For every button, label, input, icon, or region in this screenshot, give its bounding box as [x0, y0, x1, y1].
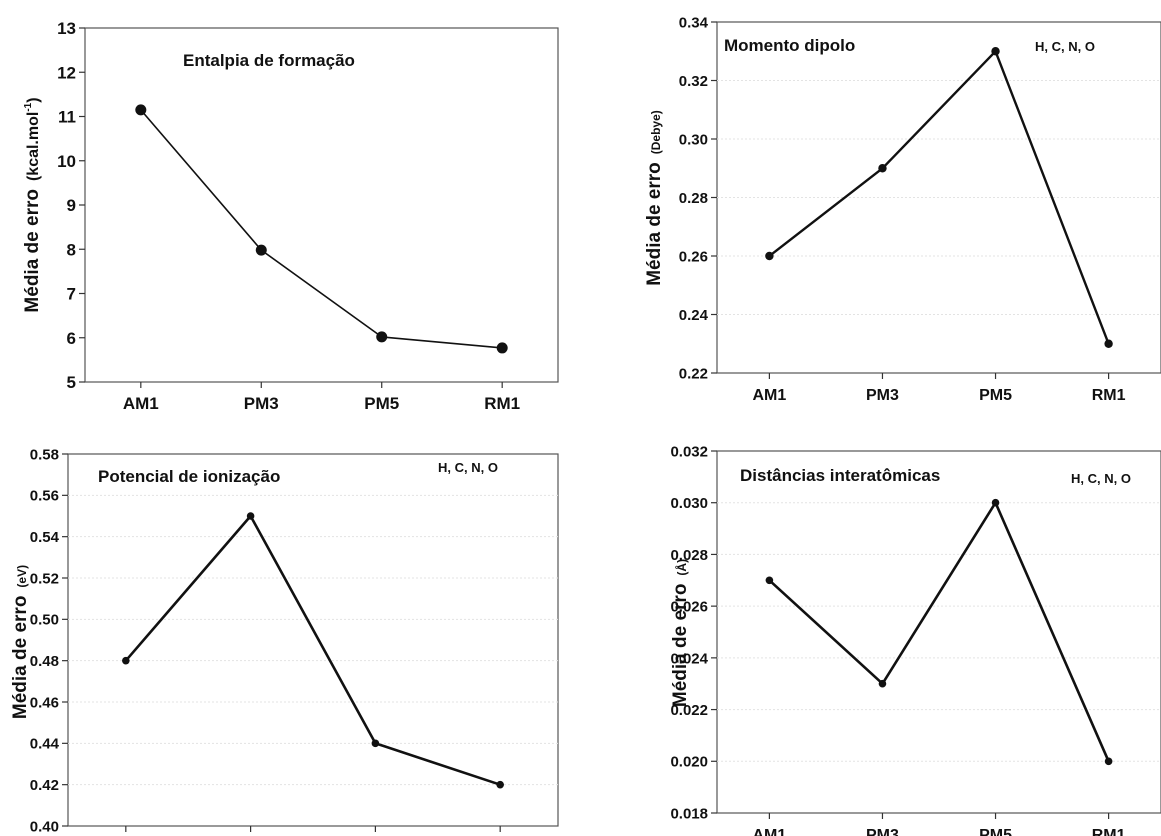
plot-frame — [716, 450, 1161, 814]
data-point — [135, 104, 147, 116]
y-axis-unit: (Debye) — [649, 110, 663, 154]
y-axis-unit: (kcal.mol — [25, 112, 42, 181]
y-tick-label: 0.32 — [679, 73, 708, 90]
y-tick-label: 0.030 — [670, 495, 708, 512]
chart-panel-2: 0.22 0.24 0.26 0.28 0.30 0.32 0.34 AM1 PM3 PM5 RM1… — [644, 14, 1161, 404]
y-tick-label: 9 — [67, 196, 76, 215]
plot-frame — [84, 27, 559, 383]
x-tick-label: AM1 — [753, 827, 787, 836]
y-axis-title: Média de erro — [10, 596, 31, 720]
data-point — [991, 498, 1000, 507]
y-tick-label: 0.028 — [670, 547, 708, 564]
y-axis-title: Média de erro — [644, 162, 665, 286]
x-tick-label: RM1 — [1092, 827, 1126, 836]
x-tick-label: PM5 — [979, 827, 1012, 836]
plot-frame — [67, 453, 559, 827]
y-axis-unit-superscript: -1 — [23, 102, 34, 111]
y-tick-label: 10 — [57, 152, 76, 171]
y-tick-label: 0.34 — [679, 14, 709, 31]
y-axis-label: Média de erro (Å) — [670, 559, 691, 707]
chart-panel-1: 5 6 7 8 9 10 11 12 13 AM1 PM3 PM5 RM1 Entalpia de for… — [22, 19, 559, 413]
data-point — [765, 251, 774, 261]
y-axis-label: Média de erro (eV) — [10, 565, 31, 719]
y-tick-label: 0.020 — [670, 754, 708, 771]
y-tick-label: 0.032 — [670, 443, 708, 460]
x-tick-label: AM1 — [123, 394, 159, 413]
chart-panel-3: 0.40 0.42 0.44 0.46 0.48 0.50 0.52 0.54 0.56 0.58… — [10, 446, 559, 835]
data-point — [371, 739, 380, 748]
y-tick-label: 0.56 — [30, 488, 59, 505]
y-tick-label: 0.24 — [679, 307, 709, 324]
y-tick-label: 0.40 — [30, 818, 59, 835]
y-tick-label: 0.48 — [30, 653, 59, 670]
y-tick-label: 12 — [57, 63, 76, 82]
chart-title: Momento dipolo — [724, 36, 855, 55]
x-tick-label: PM3 — [866, 387, 899, 404]
data-point — [496, 342, 508, 354]
y-axis-unit-close: ) — [25, 97, 42, 102]
y-tick-label: 13 — [57, 19, 76, 38]
y-tick-label: 0.22 — [679, 365, 708, 382]
data-point — [765, 576, 774, 585]
x-tick-label: AM1 — [753, 387, 787, 404]
y-tick-label: 0.018 — [670, 805, 708, 822]
x-tick-label: RM1 — [484, 394, 520, 413]
data-point — [1104, 339, 1113, 348]
y-tick-label: 8 — [67, 240, 76, 259]
chart-panel-4: 0.018 0.020 0.022 0.024 0.026 0.028 0.030 0.032… — [670, 443, 1161, 836]
data-point — [878, 164, 887, 173]
y-tick-label: 0.28 — [679, 190, 708, 207]
y-axis-unit: (eV) — [15, 565, 29, 588]
y-axis-title: Média de erro — [670, 584, 691, 708]
y-tick-label: 0.54 — [30, 529, 60, 546]
y-tick-label: 6 — [67, 329, 76, 348]
data-point — [991, 47, 1000, 56]
y-tick-label: 0.46 — [30, 694, 59, 711]
y-tick-label: 0.30 — [679, 131, 708, 148]
chart-annotation: H, C, N, O — [1035, 39, 1095, 54]
y-tick-label: 0.44 — [30, 736, 60, 753]
x-tick-label: PM5 — [979, 387, 1012, 404]
x-tick-label: PM5 — [364, 394, 399, 413]
x-tick-label: RM1 — [1092, 387, 1126, 404]
data-point — [122, 656, 130, 665]
y-tick-label: 0.026 — [670, 599, 708, 616]
y-axis-title: Média de erro — [22, 189, 43, 313]
chart-title: Distâncias interatômicas — [740, 466, 940, 485]
series-line — [768, 50, 1110, 345]
chart-title: Potencial de ionização — [98, 467, 280, 486]
y-tick-label: 0.58 — [30, 446, 59, 463]
data-point — [496, 780, 504, 789]
y-tick-label: 11 — [58, 108, 76, 127]
y-tick-label: 0.26 — [679, 248, 708, 265]
data-point — [1104, 757, 1113, 766]
y-tick-label: 0.42 — [30, 777, 59, 794]
y-axis-label: Média de erro (Debye) — [644, 110, 665, 286]
chart-title: Entalpia de formação — [183, 51, 355, 70]
y-tick-label: 0.022 — [670, 702, 708, 719]
data-point — [255, 244, 267, 256]
y-axis-unit: (Å) — [674, 559, 689, 576]
x-tick-label: PM3 — [244, 394, 279, 413]
y-axis-label: Média de erro (kcal.mol-1) — [22, 97, 43, 312]
y-tick-label: 0.50 — [30, 612, 59, 629]
series-line — [124, 514, 501, 786]
y-tick-label: 0.024 — [670, 650, 708, 667]
x-tick-label: PM3 — [866, 827, 899, 836]
series-line — [768, 501, 1110, 762]
chart-annotation: H, C, N, O — [1071, 471, 1131, 486]
y-tick-label: 5 — [67, 373, 76, 392]
chart-annotation: H, C, N, O — [438, 460, 498, 475]
y-tick-label: 0.52 — [30, 570, 59, 587]
data-point — [246, 512, 255, 520]
data-point — [878, 679, 887, 688]
data-point — [376, 331, 388, 343]
series-line — [140, 109, 503, 349]
y-tick-label: 7 — [67, 285, 76, 304]
